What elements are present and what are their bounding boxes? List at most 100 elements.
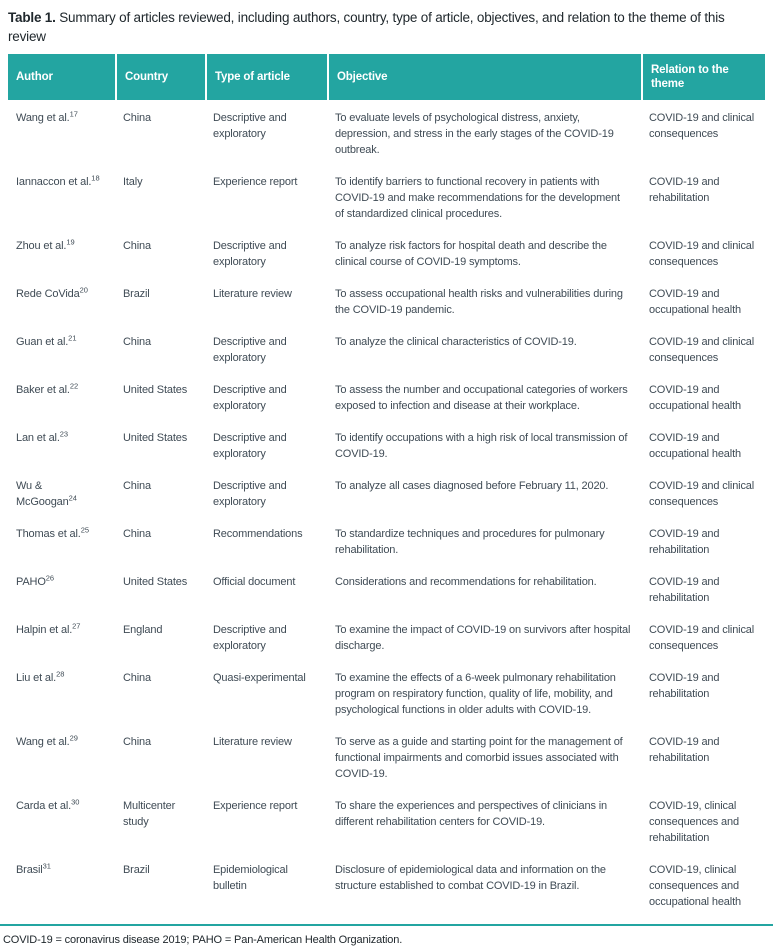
reference-superscript: 19 [66,237,75,247]
table-row: Wu & McGoogan24 China Descriptive and ex… [8,470,765,518]
table-row: Liu et al.28 China Quasi-experimental To… [8,662,765,726]
author-cell: Iannaccon et al.18 [8,166,115,230]
relation-cell: COVID-19 and clinical consequences [649,112,755,140]
table-row: PAHO26 United States Official document C… [8,566,765,614]
reference-superscript: 18 [91,173,100,183]
objective-cell: To identify barriers to functional recov… [335,176,620,220]
author-name: Lan et al. [16,432,60,444]
column-header-objective: Objective [327,54,641,100]
table-footnote: COVID-19 = coronavirus disease 2019; PAH… [3,934,403,946]
objective-cell: To evaluate levels of psychological dist… [335,112,614,156]
reference-superscript: 23 [59,429,69,439]
author-cell: Liu et al.28 [8,662,115,726]
relation-cell: COVID-19 and clinical consequences [649,624,755,652]
reference-superscript: 29 [69,733,78,743]
country-cell: China [123,736,151,748]
type-cell: Experience report [213,176,298,188]
country-cell: China [123,672,151,684]
author-name: Wang et al. [16,112,70,124]
table-row: Iannaccon et al.18 Italy Experience repo… [8,166,765,230]
reference-superscript: 28 [56,669,65,679]
table-header: Author Country Type of article Objective… [8,54,765,100]
type-cell: Descriptive and exploratory [213,112,287,140]
reference-superscript: 26 [45,573,55,583]
reference-superscript: 20 [79,285,88,295]
table-row: Halpin et al.27 England Descriptive and … [8,614,765,662]
objective-cell: To analyze risk factors for hospital dea… [335,240,607,268]
reference-superscript: 27 [72,621,81,631]
table-row: Wang et al.17 China Descriptive and expl… [8,100,765,166]
author-cell: Halpin et al.27 [8,614,115,662]
relation-cell: COVID-19 and rehabilitation [649,176,720,204]
table-row: Baker et al.22 United States Descriptive… [8,374,765,422]
type-cell: Literature review [213,736,292,748]
objective-cell: To analyze the clinical characteristics … [335,336,577,348]
table-row: Carda et al.30 Multicenter study Experie… [8,790,765,854]
author-name: Liu et al. [16,672,57,684]
column-header-country: Country [115,54,205,100]
relation-cell: COVID-19 and rehabilitation [649,576,720,604]
table-row: Zhou et al.19 China Descriptive and expl… [8,230,765,278]
relation-cell: COVID-19 and occupational health [649,432,741,460]
objective-cell: To serve as a guide and starting point f… [335,736,623,780]
author-name: PAHO [16,576,46,588]
country-cell: United States [123,432,188,444]
author-name: Wang et al. [16,736,70,748]
objective-cell: To analyze all cases diagnosed before Fe… [335,480,609,492]
objective-cell: To assess the number and occupational ca… [335,384,628,412]
author-name: Iannaccon et al. [16,176,92,188]
type-cell: Quasi-experimental [213,672,306,684]
objective-cell: To share the experiences and perspective… [335,800,607,828]
table-row: Guan et al.21 China Descriptive and expl… [8,326,765,374]
author-cell: Guan et al.21 [8,326,115,374]
author-cell: Wang et al.17 [8,100,115,166]
type-cell: Descriptive and exploratory [213,432,287,460]
relation-cell: COVID-19 and rehabilitation [649,672,720,700]
reference-superscript: 17 [69,109,78,119]
type-cell: Descriptive and exploratory [213,624,287,652]
author-name: Brasil [16,864,43,876]
table-row: Brasil31 Brazil Epidemiological bulletin… [8,854,765,918]
author-name: Thomas et al. [16,528,81,540]
objective-cell: To examine the effects of a 6-week pulmo… [335,672,616,716]
author-cell: Baker et al.22 [8,374,115,422]
author-cell: Zhou et al.19 [8,230,115,278]
table-header-row: Author Country Type of article Objective… [8,54,765,100]
objective-cell: To identify occupations with a high risk… [335,432,628,460]
relation-cell: COVID-19 and rehabilitation [649,736,720,764]
articles-summary-table: Author Country Type of article Objective… [8,54,765,918]
relation-cell: COVID-19 and clinical consequences [649,480,755,508]
column-header-author: Author [8,54,115,100]
reference-superscript: 31 [42,861,51,871]
relation-cell: COVID-19 and rehabilitation [649,528,720,556]
author-name: Zhou et al. [16,240,67,252]
country-cell: Italy [123,176,143,188]
objective-cell: To standardize techniques and procedures… [335,528,605,556]
relation-cell: COVID-19 and occupational health [649,288,741,316]
column-header-type: Type of article [205,54,327,100]
author-cell: Carda et al.30 [8,790,115,854]
author-cell: Thomas et al.25 [8,518,115,566]
reference-superscript: 24 [68,493,77,503]
relation-cell: COVID-19, clinical consequences and reha… [649,800,739,844]
reference-superscript: 21 [68,333,77,343]
country-cell: Brazil [123,288,150,300]
relation-cell: COVID-19 and clinical consequences [649,240,755,268]
type-cell: Descriptive and exploratory [213,384,287,412]
country-cell: China [123,112,151,124]
type-cell: Official document [213,576,296,588]
relation-cell: COVID-19, clinical consequences and occu… [649,864,741,908]
author-name: Guan et al. [16,336,69,348]
reference-superscript: 30 [71,797,80,807]
country-cell: United States [123,576,188,588]
objective-cell: Disclosure of epidemiological data and i… [335,864,606,892]
type-cell: Literature review [213,288,292,300]
country-cell: China [123,336,151,348]
country-cell: China [123,528,151,540]
type-cell: Descriptive and exploratory [213,240,287,268]
author-name: Baker et al. [16,384,70,396]
reference-superscript: 25 [80,525,90,535]
table-row: Wang et al.29 China Literature review To… [8,726,765,790]
objective-cell: To examine the impact of COVID-19 on sur… [335,624,631,652]
